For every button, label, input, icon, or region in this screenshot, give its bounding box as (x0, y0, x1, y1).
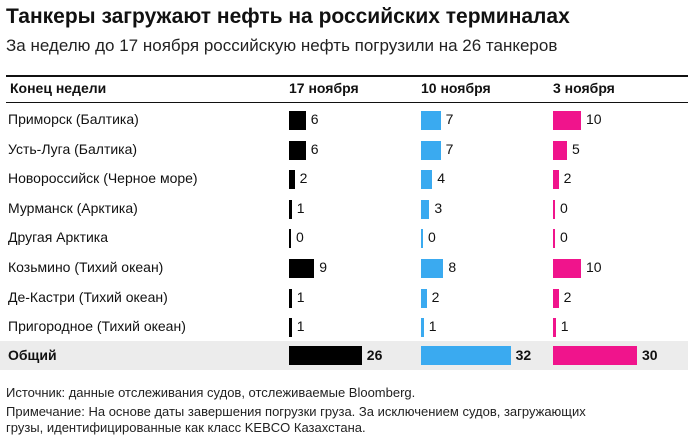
bar-week-3 (553, 289, 559, 308)
value-week-3: 10 (586, 259, 602, 275)
value-week-3: 2 (564, 289, 572, 305)
table-row: Де-Кастри (Тихий океан) 1 2 2 (0, 283, 695, 312)
total-bar-week-3 (553, 346, 637, 365)
value-week-2: 1 (429, 318, 437, 334)
value-week-2: 7 (446, 111, 454, 127)
bar-week-2 (421, 141, 441, 160)
header-top-rule (6, 75, 688, 77)
table-row: Другая Арктика 0 0 0 (0, 223, 695, 252)
row-label: Усть-Луга (Балтика) (8, 141, 137, 157)
method-note-line-2: грузы, идентифицированные как класс KEBC… (6, 420, 366, 435)
value-week-1: 2 (300, 170, 308, 186)
total-bar-week-2 (421, 346, 511, 365)
value-week-1: 1 (297, 318, 305, 334)
bar-week-1 (289, 289, 292, 308)
bar-week-3 (553, 318, 556, 337)
value-week-1: 0 (296, 229, 304, 245)
bar-week-1 (289, 318, 292, 337)
value-week-3: 0 (560, 200, 568, 216)
value-week-1: 6 (311, 111, 319, 127)
value-week-2: 4 (437, 170, 445, 186)
row-label: Приморск (Балтика) (8, 111, 139, 127)
total-label: Общий (8, 347, 57, 363)
row-label: Новороссийск (Черное море) (8, 170, 198, 186)
value-week-1: 1 (297, 289, 305, 305)
row-label: Пригородное (Тихий океан) (8, 318, 186, 334)
bar-week-3 (553, 170, 559, 189)
table-row: Усть-Луга (Балтика) 6 7 5 (0, 135, 695, 164)
column-header-week-2: 10 ноября (421, 80, 491, 96)
value-week-3: 10 (586, 111, 602, 127)
total-value-week-3: 30 (642, 347, 658, 363)
value-week-3: 1 (561, 318, 569, 334)
column-header-label: Конец недели (10, 80, 106, 96)
bar-week-1 (289, 259, 314, 278)
table-row: Новороссийск (Черное море) 2 4 2 (0, 164, 695, 193)
value-week-3: 2 (564, 170, 572, 186)
chart-title: Танкеры загружают нефть на российских те… (6, 5, 570, 29)
value-week-2: 7 (446, 141, 454, 157)
column-header-week-3: 3 ноября (553, 80, 615, 96)
value-week-1: 1 (297, 200, 305, 216)
value-week-2: 2 (432, 289, 440, 305)
table-row: Козьмино (Тихий океан) 9 8 10 (0, 253, 695, 282)
column-header-week-1: 17 ноября (289, 80, 359, 96)
table-row: Приморск (Балтика) 6 7 10 (0, 105, 695, 134)
bar-week-2 (421, 229, 423, 248)
value-week-3: 5 (572, 141, 580, 157)
value-week-1: 9 (319, 259, 327, 275)
table-row: Пригородное (Тихий океан) 1 1 1 (0, 312, 695, 341)
bar-week-3 (553, 200, 555, 219)
chart-subtitle: За неделю до 17 ноября российскую нефть … (6, 36, 557, 56)
bar-week-2 (421, 259, 443, 278)
total-value-week-2: 32 (516, 347, 532, 363)
bar-week-3 (553, 141, 567, 160)
bar-week-2 (421, 289, 427, 308)
row-label: Другая Арктика (8, 229, 108, 245)
bar-week-1 (289, 141, 306, 160)
row-label: Мурманск (Арктика) (8, 200, 138, 216)
row-label: Козьмино (Тихий океан) (8, 259, 163, 275)
total-bar-week-1 (289, 346, 362, 365)
total-value-week-1: 26 (367, 347, 383, 363)
source-note: Источник: данные отслеживания судов, отс… (6, 385, 415, 400)
bar-week-3 (553, 111, 581, 130)
bar-week-2 (421, 111, 441, 130)
bar-week-2 (421, 318, 424, 337)
bar-week-2 (421, 200, 429, 219)
table-row: Мурманск (Арктика) 1 3 0 (0, 194, 695, 223)
value-week-2: 0 (428, 229, 436, 245)
bar-week-1 (289, 111, 306, 130)
bar-week-1 (289, 229, 291, 248)
bar-week-3 (553, 229, 555, 248)
value-week-2: 8 (448, 259, 456, 275)
value-week-3: 0 (560, 229, 568, 245)
value-week-2: 3 (434, 200, 442, 216)
bar-week-2 (421, 170, 432, 189)
bar-week-3 (553, 259, 581, 278)
bar-week-1 (289, 200, 292, 219)
header-bottom-rule (6, 102, 688, 103)
row-label: Де-Кастри (Тихий океан) (8, 289, 168, 305)
total-row: Общий 26 32 30 (0, 341, 688, 370)
method-note-line-1: Примечание: На основе даты завершения по… (6, 404, 586, 419)
value-week-1: 6 (311, 141, 319, 157)
bar-week-1 (289, 170, 295, 189)
